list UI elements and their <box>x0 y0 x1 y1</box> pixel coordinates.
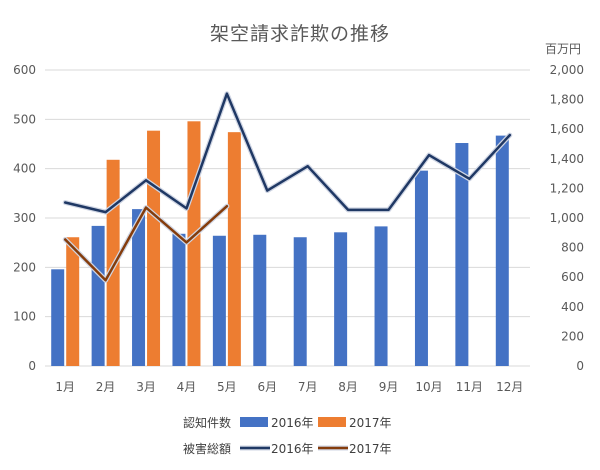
left-tick-label: 500 <box>13 112 36 126</box>
right-tick-label: 1,200 <box>550 181 584 195</box>
left-tick-label: 400 <box>13 162 36 176</box>
bar-2016年 <box>334 232 348 366</box>
category-label: 8月 <box>338 380 358 394</box>
left-tick-label: 600 <box>13 63 36 77</box>
left-tick-label: 100 <box>13 310 36 324</box>
category-label: 6月 <box>257 380 277 394</box>
legend-item-label: 2016年 <box>271 442 314 456</box>
bar-2016年 <box>132 209 146 366</box>
axis-labels: 0 100 200 300 400 500 600 0 200 400 600 800 1,000 1,2… <box>13 63 584 394</box>
right-tick-label: 600 <box>561 270 584 284</box>
right-tick-label: 800 <box>561 241 584 255</box>
category-label: 2月 <box>96 380 116 394</box>
right-tick-label: 200 <box>561 329 584 343</box>
bar-2017年 <box>66 237 80 366</box>
right-tick-label: 400 <box>561 300 584 314</box>
right-tick-label: 1,400 <box>550 152 584 166</box>
line-2016年 <box>63 92 512 214</box>
right-tick-label: 1,000 <box>550 211 584 225</box>
category-label: 11月 <box>456 380 483 394</box>
category-label: 5月 <box>217 380 237 394</box>
gridlines <box>45 69 530 367</box>
right-tick-label: 2,000 <box>550 63 584 77</box>
chart-title: 架空請求詐欺の推移 <box>210 23 390 45</box>
legend-group-label: 被害総額 <box>183 441 231 456</box>
bar-2016年 <box>51 269 65 366</box>
category-label: 9月 <box>379 380 399 394</box>
left-tick-label: 200 <box>13 260 36 274</box>
bar-2016年 <box>455 143 469 366</box>
bar-2017年 <box>227 132 241 366</box>
line-halo-2016年 <box>62 91 513 215</box>
category-label: 7月 <box>298 380 318 394</box>
category-label: 4月 <box>177 380 197 394</box>
bar-2016年 <box>495 135 509 366</box>
legend-item-label: 2017年 <box>349 416 392 430</box>
line-series <box>62 91 513 283</box>
category-label: 3月 <box>136 380 156 394</box>
line-2017年 <box>63 204 229 282</box>
bar-2016年 <box>293 237 307 366</box>
right-tick-label: 1,600 <box>550 122 584 136</box>
legend-item-label: 2017年 <box>349 442 392 456</box>
legend-swatch <box>240 417 268 427</box>
right-tick-label: 1,800 <box>550 93 584 107</box>
bar-2016年 <box>414 170 428 366</box>
bar-2016年 <box>374 226 388 366</box>
bar-2016年 <box>253 234 267 366</box>
bar-2017年 <box>187 121 201 366</box>
line-halo-2017年 <box>62 203 230 283</box>
legend-swatch <box>318 417 346 427</box>
bar-2016年 <box>91 225 105 366</box>
legend-item-label: 2016年 <box>271 416 314 430</box>
right-tick-label: 0 <box>576 359 584 373</box>
bar-2017年 <box>147 130 161 366</box>
right-axis-unit: 百万円 <box>545 42 581 56</box>
bar-2016年 <box>172 233 186 366</box>
category-label: 1月 <box>55 380 75 394</box>
left-tick-label: 300 <box>13 211 36 225</box>
bar-series <box>51 121 509 366</box>
category-label: 10月 <box>415 380 442 394</box>
bar-2016年 <box>212 235 226 366</box>
legend-group-label: 認知件数 <box>183 415 231 430</box>
category-label: 12月 <box>496 380 523 394</box>
left-tick-label: 0 <box>28 359 36 373</box>
